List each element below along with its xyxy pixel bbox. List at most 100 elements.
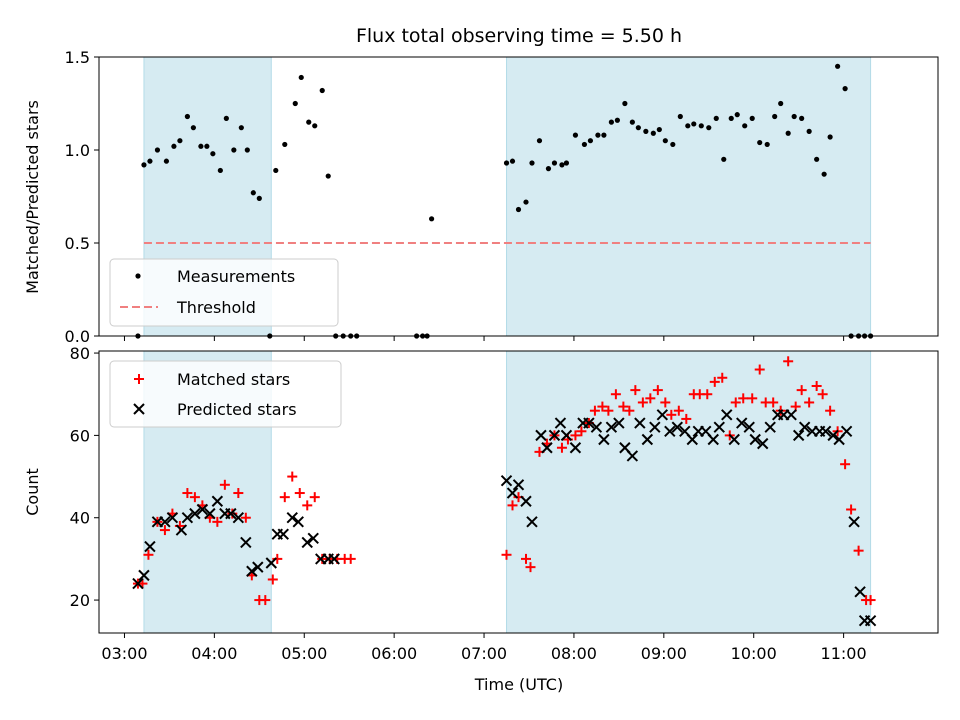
predicted-star-point bbox=[560, 429, 573, 442]
measurement-point bbox=[250, 190, 256, 196]
predicted-star-point bbox=[189, 507, 201, 520]
measurement-point bbox=[306, 119, 312, 125]
predicted-star-point bbox=[512, 479, 525, 491]
predicted-star-point bbox=[526, 516, 538, 528]
matched-star-point bbox=[570, 430, 581, 441]
top-y-ticks: 0.0 0.5 1.0 1.5 bbox=[65, 48, 99, 346]
predicted-star-point bbox=[265, 557, 278, 569]
top-legend: Measurements Threshold bbox=[109, 258, 339, 327]
bottom-y-axis-label: Count bbox=[23, 468, 42, 516]
x-tick-label: 07:00 bbox=[461, 644, 507, 663]
measurement-point bbox=[529, 160, 535, 166]
bottom-y-tick-label: 20 bbox=[70, 591, 90, 610]
matched-star-point bbox=[272, 553, 283, 564]
x-tick-label: 09:00 bbox=[641, 644, 687, 663]
legend-predicted-label: Predicted stars bbox=[177, 400, 297, 419]
measurement-point bbox=[713, 115, 719, 121]
predicted-star-point bbox=[159, 516, 171, 528]
predicted-star-point bbox=[649, 421, 661, 433]
measurement-point bbox=[223, 115, 229, 121]
predicted-star-point bbox=[506, 487, 519, 499]
predicted-star-point bbox=[686, 433, 698, 446]
measurement-point bbox=[734, 112, 740, 118]
measurement-point bbox=[587, 138, 594, 144]
measurement-point bbox=[515, 206, 522, 213]
matched-star-point bbox=[846, 504, 857, 515]
bottom-predicted-points bbox=[132, 409, 877, 627]
matched-star-point bbox=[702, 389, 713, 400]
measurement-point bbox=[292, 100, 298, 107]
x-tick-label: 04:00 bbox=[191, 644, 237, 663]
predicted-star-point bbox=[541, 442, 553, 454]
measurement-point bbox=[581, 141, 588, 148]
bottom-y-tick-label: 60 bbox=[70, 426, 90, 445]
predicted-star-point bbox=[232, 512, 245, 524]
matched-star-point bbox=[302, 500, 313, 511]
measurement-point bbox=[691, 121, 697, 127]
measurement-point bbox=[749, 115, 755, 121]
matched-star-point bbox=[260, 595, 271, 606]
top-observing-windows bbox=[143, 56, 872, 337]
matched-star-point bbox=[287, 471, 298, 482]
measurement-point bbox=[298, 74, 304, 81]
x-tick-label: 06:00 bbox=[371, 644, 417, 663]
measurement-point bbox=[147, 158, 153, 164]
predicted-star-point bbox=[634, 417, 646, 429]
matched-star-point bbox=[279, 492, 290, 503]
measurement-point bbox=[198, 143, 204, 149]
bottom-y-tick-label: 80 bbox=[70, 344, 90, 363]
top-y-tick-label: 0.0 bbox=[65, 327, 90, 346]
bottom-x-ticks: 03:00 04:00 05:00 06:00 07:00 08:00 09:00 10:00… bbox=[101, 633, 867, 663]
predicted-star-point bbox=[664, 425, 676, 437]
matched-star-point bbox=[652, 385, 663, 396]
measurement-point bbox=[563, 160, 570, 166]
measurement-point bbox=[523, 199, 529, 205]
legend-measurements-label: Measurements bbox=[177, 267, 295, 286]
measurement-point bbox=[757, 139, 763, 146]
predicted-star-point bbox=[138, 569, 150, 582]
matched-star-point bbox=[227, 508, 238, 519]
predicted-star-point bbox=[520, 495, 532, 507]
top-y-axis-label: Matched/Predicted stars bbox=[23, 100, 42, 294]
measurement-point bbox=[622, 100, 628, 107]
matched-star-point bbox=[189, 492, 200, 503]
predicted-star-point bbox=[854, 586, 866, 598]
x-axis-label: Time (UTC) bbox=[474, 675, 563, 694]
predicted-star-point bbox=[827, 429, 839, 442]
matched-star-point bbox=[796, 385, 807, 396]
predicted-star-point bbox=[626, 450, 639, 462]
measurement-point bbox=[629, 119, 635, 125]
matched-star-point bbox=[525, 562, 536, 573]
predicted-star-point bbox=[764, 421, 776, 433]
predicted-star-point bbox=[286, 512, 298, 524]
predicted-star-point bbox=[707, 433, 719, 446]
measurement-point bbox=[656, 126, 662, 133]
bottom-axes-frame bbox=[98, 350, 939, 634]
measurement-point bbox=[177, 138, 183, 144]
matched-star-point bbox=[520, 553, 531, 564]
predicted-star-point bbox=[196, 503, 209, 516]
predicted-star-point bbox=[554, 417, 567, 429]
legend-measurements-marker bbox=[135, 273, 141, 279]
bottom-y-tick-label: 40 bbox=[70, 509, 90, 528]
measurement-point bbox=[509, 158, 516, 164]
measurement-point bbox=[698, 123, 704, 129]
matched-star-point bbox=[637, 397, 648, 408]
top-axes-frame bbox=[98, 56, 939, 337]
x-tick-label: 10:00 bbox=[731, 644, 777, 663]
measurement-point bbox=[806, 128, 812, 134]
measurement-point bbox=[190, 125, 196, 131]
predicted-star-point bbox=[211, 495, 224, 507]
measurement-point bbox=[791, 113, 797, 120]
predicted-star-point bbox=[713, 421, 725, 433]
measurement-point bbox=[256, 195, 262, 201]
matched-star-point bbox=[811, 380, 822, 391]
matched-star-point bbox=[768, 397, 779, 408]
measurement-point bbox=[273, 167, 279, 174]
matched-star-point bbox=[747, 393, 758, 404]
measurement-point bbox=[778, 100, 784, 107]
matched-star-point bbox=[817, 389, 828, 400]
matched-star-point bbox=[645, 393, 656, 404]
measurement-point bbox=[677, 113, 683, 120]
